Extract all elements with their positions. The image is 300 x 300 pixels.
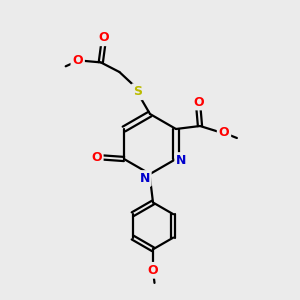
Text: O: O (193, 95, 204, 109)
Text: N: N (176, 154, 187, 167)
Text: N: N (140, 172, 150, 185)
Text: O: O (72, 54, 83, 68)
Text: O: O (98, 31, 109, 44)
Text: O: O (219, 126, 229, 140)
Text: S: S (133, 85, 142, 98)
Text: O: O (91, 151, 102, 164)
Text: O: O (148, 264, 158, 277)
